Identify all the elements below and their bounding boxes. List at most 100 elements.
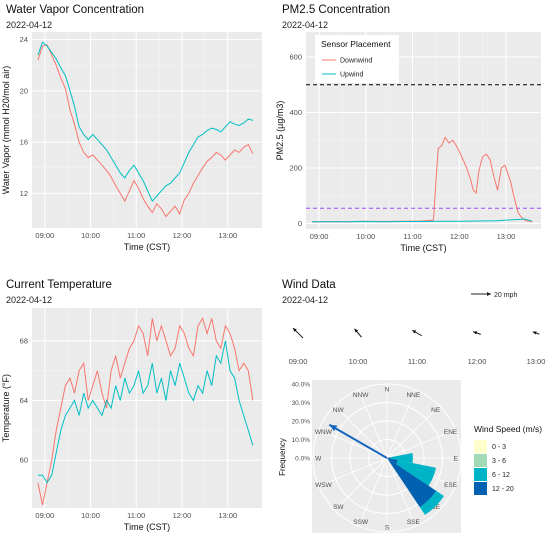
x-tick-label: 09:00 <box>35 511 54 520</box>
rose-spoke <box>318 457 388 487</box>
wind-legend-swatch <box>474 468 487 481</box>
rose-direction-label: ESE <box>444 482 458 489</box>
rose-wedge-ese <box>396 460 436 486</box>
series-line-downwind <box>37 317 254 506</box>
y-tick-label: 12 <box>20 189 28 198</box>
wind-legend-label: 12 - 20 <box>492 486 514 493</box>
pm25-panel: PM2.5 Concentration 2022-04-12 09:00 10:0… <box>275 0 550 276</box>
rose-wedge-se <box>387 458 437 508</box>
y-tick-label: 68 <box>20 336 28 345</box>
x-axis-label: Time (CST) <box>400 243 446 253</box>
x-tick-label: 13:00 <box>218 231 237 240</box>
series-line-upwind <box>37 340 254 484</box>
rose-radial-tick: 20.0% <box>292 419 311 426</box>
x-tick-label: 12:00 <box>173 511 192 520</box>
wind-legend-swatch <box>474 440 487 453</box>
rose-radial-tick: 40.0% <box>292 382 311 389</box>
rose-y-label: Frequency <box>278 438 287 476</box>
rose-spoke <box>358 457 388 527</box>
rose-direction-label: WNW <box>315 429 333 436</box>
y-tick-label: 64 <box>20 396 28 405</box>
rose-spoke <box>334 457 388 511</box>
wind-legend-title: Wind Speed (m/s) <box>474 424 542 434</box>
rose-direction-label: NW <box>333 407 345 414</box>
y-tick-label: 60 <box>20 456 28 465</box>
wind-panel: Wind Data 2022-04-12 20 mph 09:00 10:00 11:… <box>275 276 550 552</box>
y-axis-label: PM2.5 (µg/m3) <box>275 101 285 161</box>
series-line-upwind <box>37 41 254 203</box>
rose-wedge-se <box>419 490 444 515</box>
rose-wedge-e <box>390 452 413 464</box>
rose-direction-label: ENE <box>444 429 458 436</box>
plot-background <box>32 32 262 228</box>
rose-radial-tick: 0.0% <box>295 456 310 463</box>
y-tick-label: 24 <box>20 35 28 44</box>
wind-arrow-head <box>473 331 478 335</box>
wind-time-label: 13:00 <box>527 357 546 366</box>
y-tick-label: 0 <box>298 219 302 228</box>
rose-direction-label: SSE <box>407 519 421 526</box>
rose-direction-label: NE <box>431 407 441 414</box>
rose-spoke <box>334 405 388 459</box>
rose-direction-label: SE <box>431 504 440 511</box>
x-axis-label: Time (CST) <box>124 522 170 532</box>
x-axis-label: Time (CST) <box>124 242 170 252</box>
x-tick-label: 13:00 <box>218 511 237 520</box>
x-tick-label: 10:00 <box>81 231 100 240</box>
rose-wedge-ese <box>387 458 398 465</box>
temperature-chart: 09:00 10:00 11:00 12:00 13:00 60 64 68 Time (CST… <box>1 308 262 532</box>
rose-direction-label: N <box>385 387 390 394</box>
wind-legend-label: 0 - 3 <box>492 444 506 451</box>
rose-direction-label: S <box>385 524 390 531</box>
wind-time-label: 12:00 <box>468 357 487 366</box>
scale-arrow-head <box>487 292 491 296</box>
wind-chart: 20 mph 09:00 10:00 11:00 12:00 13:00 N NNE NE ENE… <box>278 292 546 533</box>
rose-spoke <box>358 389 388 459</box>
legend-box <box>315 35 399 83</box>
rose-spoke <box>386 405 440 459</box>
x-tick-label: 09:00 <box>35 231 54 240</box>
rose-spoke <box>386 389 416 459</box>
wind-arrow-head <box>354 328 359 333</box>
y-tick-label: 400 <box>289 108 302 117</box>
pm25-chart: 09:00 10:00 11:00 12:00 13:00 0 200 400 600 Time … <box>275 32 541 253</box>
wind-subtitle: 2022-04-12 <box>282 295 329 305</box>
y-tick-label: 200 <box>289 163 302 172</box>
x-tick-label: 11:00 <box>403 232 421 241</box>
x-tick-label: 11:00 <box>127 231 145 240</box>
rose-direction-label: NNW <box>353 392 369 399</box>
wind-legend-swatch <box>474 482 487 495</box>
wind-time-label: 09:00 <box>289 357 308 366</box>
pm25-subtitle: 2022-04-12 <box>282 20 329 30</box>
series-line-upwind <box>312 218 533 223</box>
water-vapor-chart: 09:00 10:00 11:00 12:00 13:00 12 16 20 24 Time (C… <box>1 32 262 252</box>
y-tick-label: 600 <box>289 52 302 61</box>
x-tick-label: 12:00 <box>173 231 192 240</box>
rose-direction-label: W <box>315 456 322 463</box>
rose-radial-tick: 10.0% <box>292 437 311 444</box>
legend-label-downwind: Downwind <box>340 58 372 65</box>
series-line-downwind <box>37 44 254 218</box>
y-axis-label: Water Vapor (mmol H20/mol air) <box>1 66 11 195</box>
legend-title: Sensor Placement <box>321 39 391 49</box>
water-vapor-panel: Water Vapor Concentration 2022-04-12 09:… <box>0 0 275 276</box>
wind-time-label: 10:00 <box>349 357 368 366</box>
y-axis-label: Temperature (°F) <box>1 374 11 442</box>
x-tick-label: 13:00 <box>497 232 516 241</box>
rose-spoke <box>386 429 456 459</box>
rose-mean-arrow <box>328 423 388 459</box>
rose-direction-label: SW <box>333 504 344 511</box>
wind-arrow-head <box>532 331 537 335</box>
wind-title: Wind Data <box>282 279 336 291</box>
x-tick-label: 11:00 <box>127 511 145 520</box>
water-vapor-title: Water Vapor Concentration <box>6 4 145 16</box>
scale-label: 20 mph <box>494 292 517 299</box>
x-tick-label: 09:00 <box>310 232 329 241</box>
x-tick-label: 10:00 <box>81 511 100 520</box>
rose-mean-arrow-head <box>329 424 338 432</box>
y-tick-label: 20 <box>20 86 28 95</box>
rose-direction-label: WSW <box>315 482 332 489</box>
y-tick-label: 16 <box>20 138 28 147</box>
wind-legend-swatch <box>474 454 487 467</box>
wind-legend-label: 3 - 6 <box>492 458 506 465</box>
